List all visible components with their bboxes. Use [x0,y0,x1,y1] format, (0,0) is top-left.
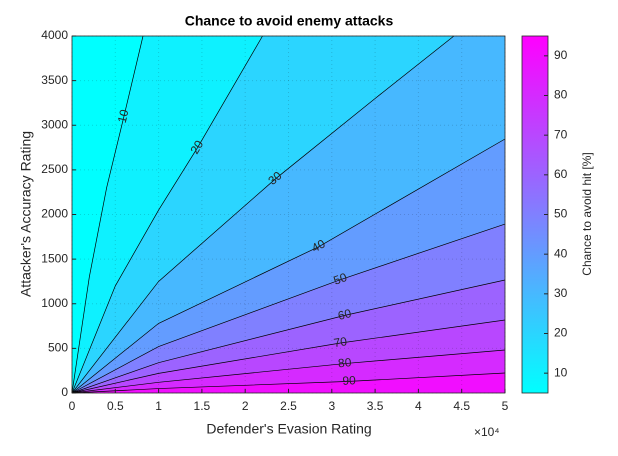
y-tick-label: 3000 [41,117,68,131]
x-tick-label: 4 [415,399,422,413]
y-tick-label: 3500 [41,73,68,87]
y-axis-label: Attacker's Accuracy Rating [18,131,34,297]
y-tick-label: 500 [48,341,68,355]
contour-line [71,223,506,394]
contour-line [71,35,144,394]
y-tick-label: 0 [61,385,68,399]
contour-label: 20 [187,138,206,157]
contour-label: 80 [337,355,352,370]
x-tick-label: 1 [155,399,162,413]
x-tick-label: 2 [242,399,249,413]
x-tick-label: 1.5 [194,399,211,413]
y-tick-label: 1500 [41,251,68,265]
contour-label: 10 [115,108,132,125]
colorbar-tick-label: 30 [554,286,568,300]
colorbar-tick-label: 70 [554,127,568,141]
contour-line [71,35,263,394]
contour-label: 50 [332,270,350,288]
x-tick-label: 5 [502,399,509,413]
x-tick-label: 3 [328,399,335,413]
colorbar-tick-label: 90 [554,48,568,62]
y-tick-label: 2000 [41,207,68,221]
x-tick-label: 2.5 [280,399,297,413]
colorbar-tick-label: 50 [554,207,568,221]
x-tick-label: 0.5 [107,399,124,413]
x-tick-label: 4.5 [453,399,470,413]
contour-label: 40 [309,236,328,255]
x-axis-label: Defender's Evasion Rating [206,421,371,437]
colorbar [521,35,549,394]
x-tick-label: 0 [69,399,76,413]
colorbar-label: Chance to avoid hit [%] [580,152,594,275]
contour-label: 70 [333,334,349,350]
colorbar-tick-label: 10 [554,365,568,379]
contour-line [71,35,455,394]
colorbar-tick-label: 80 [554,88,568,102]
contour-line [71,279,506,394]
contour-label: 90 [342,373,356,388]
x-multiplier: ×10⁴ [474,425,500,439]
colorbar-tick-label: 60 [554,167,568,181]
colorbar-tick-label: 20 [554,326,568,340]
y-tick-label: 4000 [41,28,68,42]
x-tick-label: 3.5 [367,399,384,413]
contour-line [71,319,506,394]
y-tick-label: 1000 [41,296,68,310]
contour-label: 60 [336,306,353,323]
contour-line [71,138,506,394]
y-tick-label: 2500 [41,162,68,176]
colorbar-tick-label: 40 [554,246,568,260]
chart-title: Chance to avoid enemy attacks [185,13,394,29]
contour-line [71,349,506,394]
